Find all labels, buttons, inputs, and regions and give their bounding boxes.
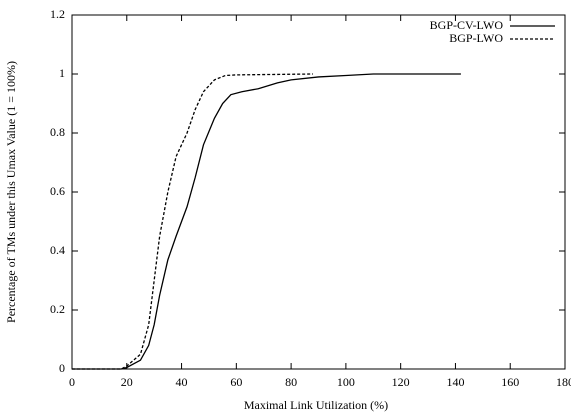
x-tick-label: 20 (121, 375, 133, 389)
y-tick-label: 0.6 (50, 184, 65, 198)
x-tick-label: 0 (69, 375, 75, 389)
x-axis-label: Maximal Link Utilization (%) (244, 398, 388, 412)
x-tick-label: 160 (501, 375, 519, 389)
y-tick-label: 0 (59, 361, 65, 375)
x-tick-label: 100 (337, 375, 355, 389)
y-tick-label: 1.2 (50, 7, 65, 21)
y-tick-label: 0.2 (50, 302, 65, 316)
y-tick-label: 1 (59, 66, 65, 80)
x-tick-label: 120 (392, 375, 410, 389)
y-tick-label: 0.4 (50, 243, 65, 257)
y-tick-label: 0.8 (50, 125, 65, 139)
x-tick-label: 40 (176, 375, 188, 389)
x-tick-label: 80 (285, 375, 297, 389)
x-tick-label: 60 (230, 375, 242, 389)
legend-label: BGP-CV-LWO (430, 18, 504, 32)
x-tick-label: 140 (446, 375, 464, 389)
line (72, 73, 461, 370)
x-tick-label: 180 (556, 375, 571, 389)
y-axis-label: Percentage of TMs under this Umax Value … (4, 61, 18, 323)
line (72, 73, 314, 370)
plot-frame (71, 14, 566, 370)
legend-label: BGP-LWO (449, 31, 503, 45)
